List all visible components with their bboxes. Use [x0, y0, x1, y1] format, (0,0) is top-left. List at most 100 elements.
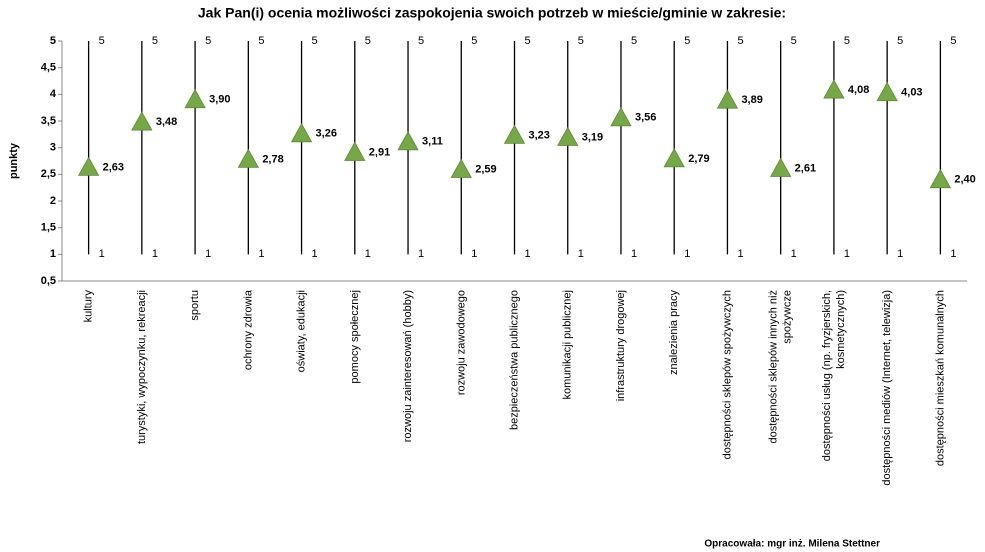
x-tick-label: ochrony zdrowia	[242, 289, 254, 370]
high-label: 5	[258, 35, 264, 47]
x-tick-label: dostępności sklepów spożywczych	[721, 290, 733, 459]
value-label: 2,78	[262, 153, 283, 165]
mean-marker	[131, 111, 153, 131]
x-tick-label-line: oświaty, edukacji	[295, 290, 307, 372]
note: Opracowała: mgr inż. Milena Stettner	[704, 539, 880, 550]
x-tick-label-line: spożywcze	[782, 290, 794, 344]
mean-marker	[237, 148, 260, 168]
low-label: 1	[897, 248, 903, 260]
x-tick-label-line: kultury	[83, 290, 95, 323]
x-tick-label-line: infrastruktury drogowej	[615, 290, 627, 401]
value-label: 3,56	[635, 112, 656, 124]
value-label: 3,23	[529, 129, 550, 141]
x-tick-label: kultury	[83, 290, 95, 323]
value-label: 4,03	[901, 87, 922, 99]
x-tick-label-line: bezpieczeństwa publicznego	[508, 290, 520, 430]
x-tick-label-line: ochrony zdrowia	[242, 289, 254, 370]
value-label: 3,19	[582, 131, 603, 143]
value-label: 2,59	[475, 163, 496, 175]
y-tick-label: 3	[50, 142, 56, 154]
high-label: 5	[365, 35, 371, 47]
y-tick-label: 4	[50, 88, 57, 100]
x-tick-label-line: turystyki, wypoczynku, rekreacji	[136, 290, 148, 444]
mean-marker	[557, 126, 579, 146]
mean-marker	[929, 168, 952, 189]
low-label: 1	[791, 248, 797, 260]
x-tick-label-line: rozwoju zainteresowań (hobby)	[402, 290, 414, 442]
y-tick-label: 4,5	[41, 62, 56, 74]
chart-title: Jak Pan(i) ocenia możliwości zaspokojeni…	[198, 5, 786, 21]
low-label: 1	[312, 248, 318, 260]
high-label: 5	[950, 35, 956, 47]
y-axis-label: punkty	[8, 142, 20, 179]
x-tick-label-line: pomocy społecznej	[349, 290, 361, 384]
value-label: 3,90	[209, 94, 230, 106]
low-label: 1	[365, 248, 371, 260]
value-label: 3,11	[422, 136, 443, 148]
high-label: 5	[312, 35, 318, 47]
y-tick-label: 2,5	[41, 168, 56, 180]
x-tick-label: rozwoju zawodowego	[455, 290, 467, 395]
high-label: 5	[684, 35, 690, 47]
value-label: 4,08	[848, 84, 869, 96]
y-tick-label: 1	[50, 248, 56, 260]
mean-marker	[184, 88, 206, 109]
x-tick-label: turystyki, wypoczynku, rekreacji	[136, 290, 148, 444]
x-tick-label-line: dostępności sklepów innych niż	[768, 290, 780, 443]
mean-marker	[716, 89, 739, 109]
mean-marker	[769, 157, 792, 177]
x-tick-label-line: dostępności mediów (Internet, telewizja)	[881, 290, 893, 486]
x-tick-label: oświaty, edukacji	[295, 290, 307, 372]
value-label: 2,61	[795, 162, 816, 174]
mean-marker	[77, 156, 100, 176]
low-label: 1	[950, 248, 956, 260]
low-label: 1	[631, 248, 637, 260]
mean-marker	[823, 79, 845, 99]
value-label: 2,63	[103, 161, 124, 173]
x-tick-label: dostępności mieszkań komunalnych	[934, 290, 946, 466]
value-label: 2,91	[369, 146, 390, 158]
x-tick-label-line: rozwoju zawodowego	[455, 290, 467, 395]
high-label: 5	[737, 35, 743, 47]
high-label: 5	[791, 35, 797, 47]
value-label: 2,40	[954, 174, 975, 186]
low-label: 1	[471, 248, 477, 260]
high-label: 5	[99, 35, 105, 47]
x-tick-label: pomocy społecznej	[349, 290, 361, 384]
x-tick-label-line: znalezienia pracy	[668, 290, 680, 375]
high-label: 5	[578, 35, 584, 47]
x-tick-label: sportu	[189, 290, 201, 321]
x-tick-label-line: dostępności usług (np. fryzjerskich,	[821, 290, 833, 461]
y-tick-label: 0,5	[41, 275, 56, 287]
low-label: 1	[525, 248, 531, 260]
x-tick-label: rozwoju zainteresowań (hobby)	[402, 290, 414, 442]
mean-marker	[450, 158, 472, 178]
x-tick-label: dostępności mediów (Internet, telewizja)	[881, 290, 893, 486]
x-tick-label-line: komunikacji publicznej	[562, 290, 574, 399]
low-label: 1	[152, 248, 158, 260]
x-tick-label: dostępności sklepów innych niż spożywcze	[768, 290, 794, 443]
value-label: 2,79	[688, 153, 709, 165]
value-label: 3,89	[741, 94, 762, 106]
low-label: 1	[684, 248, 690, 260]
x-tick-label: komunikacji publicznej	[562, 290, 574, 399]
high-label: 5	[844, 35, 850, 47]
mean-marker	[610, 106, 632, 127]
high-label: 5	[897, 35, 903, 47]
y-tick-label: 1,5	[41, 222, 56, 234]
x-tick-label-line: kosmetycznych)	[835, 290, 847, 369]
mean-marker	[344, 141, 366, 161]
low-label: 1	[258, 248, 264, 260]
x-tick-label: bezpieczeństwa publicznego	[508, 290, 520, 430]
mean-marker	[397, 130, 419, 151]
x-tick-label: znalezienia pracy	[668, 290, 680, 375]
low-label: 1	[737, 248, 743, 260]
low-label: 1	[844, 248, 850, 260]
low-label: 1	[578, 248, 584, 260]
mean-marker	[663, 148, 685, 168]
high-label: 5	[418, 35, 424, 47]
x-tick-label-line: sportu	[189, 290, 201, 321]
mean-marker	[290, 122, 313, 143]
x-tick-label-line: dostępności mieszkań komunalnych	[934, 290, 946, 466]
